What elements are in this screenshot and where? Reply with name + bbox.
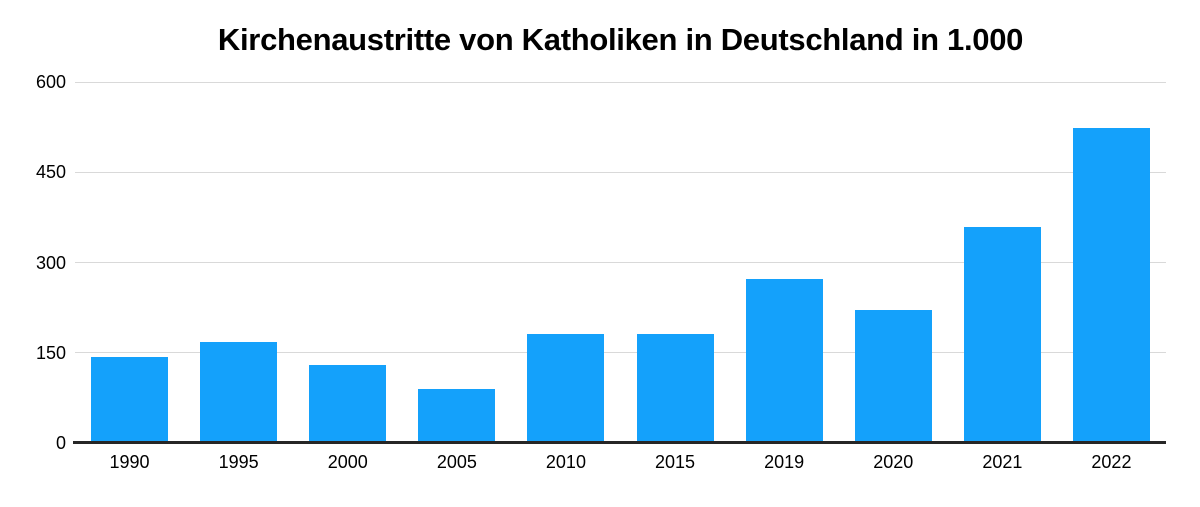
gridline <box>75 262 1166 263</box>
bar-2010 <box>527 334 605 443</box>
x-axis-tick-label: 2020 <box>873 452 914 472</box>
bar-1990 <box>91 356 169 443</box>
y-axis-tick-label: 0 <box>55 433 66 453</box>
bar-1995 <box>200 341 278 443</box>
x-axis-tick-label: 2000 <box>327 452 368 472</box>
gridline <box>75 81 1166 83</box>
bar-2019 <box>745 278 823 443</box>
x-axis-tick-label: 2005 <box>436 452 477 472</box>
bar-2000 <box>309 365 387 443</box>
x-axis-tick-label: 2021 <box>982 452 1023 472</box>
x-axis-tick-label: 2015 <box>655 452 696 472</box>
y-axis-tick-label: 300 <box>35 252 66 273</box>
bar-2005 <box>418 388 496 443</box>
bar-2022 <box>1072 128 1150 443</box>
y-axis-tick-label: 600 <box>35 72 66 92</box>
plot-area <box>73 81 1166 444</box>
bar-2020 <box>854 310 932 443</box>
bar-2021 <box>963 227 1041 443</box>
x-axis-tick-label: 1995 <box>218 452 259 472</box>
x-axis-tick-label: 1990 <box>109 452 150 472</box>
y-axis-tick-label: 450 <box>35 162 66 183</box>
x-axis-line <box>73 441 1166 444</box>
chart-title: Kirchenaustritte von Katholiken in Deuts… <box>217 22 1024 57</box>
gridline <box>75 352 1166 354</box>
y-axis-tick-label: 150 <box>35 342 66 363</box>
x-axis-tick-label: 2022 <box>1091 452 1132 472</box>
bar-2015 <box>636 333 714 443</box>
gridline <box>75 171 1166 173</box>
x-axis-tick-label: 2019 <box>764 452 805 472</box>
x-axis-tick-label: 2010 <box>545 452 586 472</box>
